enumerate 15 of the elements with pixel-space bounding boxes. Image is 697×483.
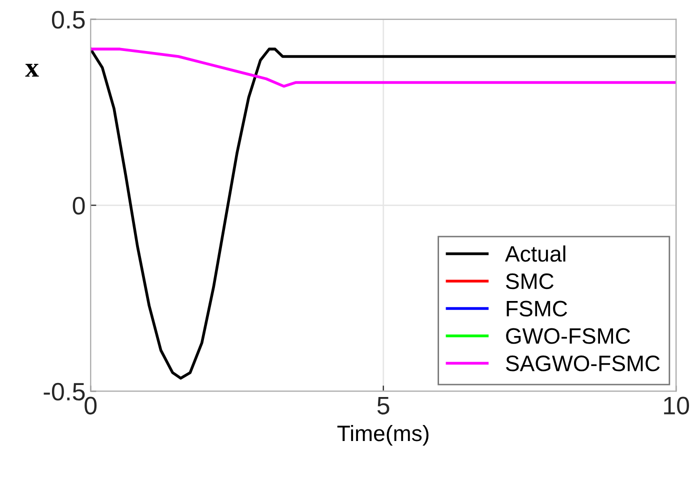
x-tick-label: 0 <box>84 396 97 414</box>
legend-label: FSMC <box>506 300 568 317</box>
x-axis-title: Time(ms) <box>337 424 428 446</box>
legend-label: SAGWO-FSMC <box>506 356 660 372</box>
legend-label: Actual <box>505 245 566 262</box>
line-series <box>90 48 676 380</box>
legend-label: GWO-FSMC <box>506 328 630 344</box>
y-tick-label: 0.5 <box>52 10 85 29</box>
y-axis-title: x <box>25 64 39 77</box>
y-tick-label: 0 <box>72 196 85 215</box>
y-tick-label: -0.5 <box>44 382 85 401</box>
x-tick-label: 10 <box>664 396 690 414</box>
x-tick-label: 5 <box>377 397 390 414</box>
legend-label: SMC <box>506 273 554 290</box>
line-series <box>90 48 676 88</box>
